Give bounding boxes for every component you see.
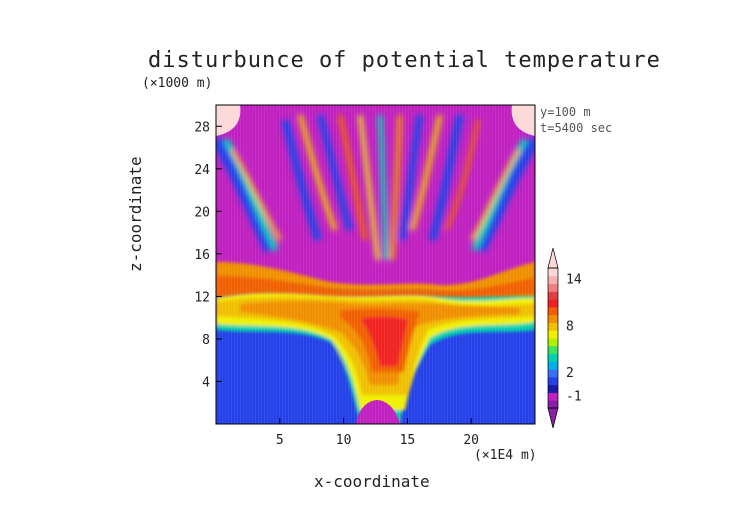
heatmap-field [216,105,535,424]
colorbar: 14 8 2 -1 [547,247,582,429]
x-axis-unit: (×1E4 m) [474,448,537,463]
y-tick-label: 12 [194,290,210,305]
colorbar-label: 2 [566,366,574,381]
x-ticks: 5 10 15 20 [276,418,479,448]
colorbar-frame [547,267,559,409]
colorbar-swatch [548,268,558,277]
colorbar-swatch [548,283,558,292]
chart-title: disturbunce of potential temperature [148,48,661,73]
colorbar-swatch [548,384,558,393]
plot-frame [215,104,536,425]
y-tick-label: 8 [202,333,210,348]
annotation-y-position: y=100 m [540,105,591,119]
colorbar-label: 8 [566,319,574,334]
colorbar-swatch [548,400,558,409]
colorbar-swatch [548,361,558,370]
colorbar-swatch [548,345,558,355]
y-tick-label: 4 [202,375,210,390]
colorbar-swatch [548,322,558,331]
colorbar-swatch [548,299,558,308]
y-tick-label: 24 [194,163,210,178]
colorbar-swatch [548,306,558,316]
annotation-time: t=5400 sec [540,121,613,135]
y-ticks: 4 8 12 16 20 24 28 [194,120,222,390]
x-tick-label: 15 [400,433,416,448]
x-axis-label: x-coordinate [314,472,430,491]
colorbar-label: 14 [566,273,582,288]
colorbar-max-triangle [547,247,559,269]
colorbar-swatch [548,330,558,339]
x-tick-label: 10 [336,433,352,448]
colorbar-swatch [548,291,558,300]
colorbar-swatch [548,376,558,386]
colorbar-swatch [548,353,558,362]
colorbar-swatch [548,392,558,401]
y-axis-unit: (×1000 m) [142,76,213,91]
x-tick-label: 20 [463,433,479,448]
colorbar-label: -1 [566,389,582,404]
y-tick-label: 20 [194,205,210,220]
colorbar-swatch [548,275,558,285]
y-tick-label: 28 [194,120,210,135]
colorbar-swatch [548,314,558,323]
colorbar-swatch [548,369,558,378]
colorbar-min-triangle [547,407,559,429]
y-tick-label: 16 [194,248,210,263]
x-tick-label: 5 [276,433,284,448]
colorbar-swatch [548,338,558,347]
